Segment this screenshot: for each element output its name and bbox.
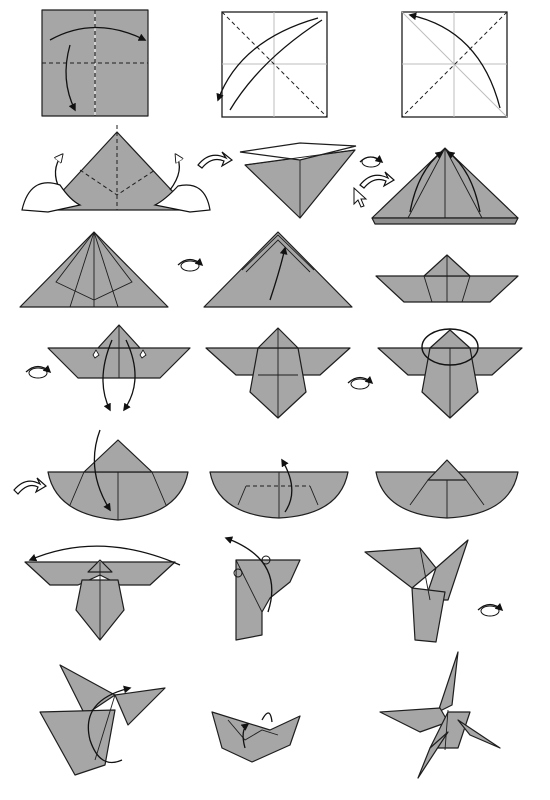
- step-13-bowl-fold-flap-down: [47, 429, 189, 521]
- left-hand-icon: [21, 182, 82, 213]
- right-hand-icon: [153, 184, 211, 213]
- step-11-body-formed: [205, 327, 351, 419]
- step-4-collapse-waterbomb: [21, 125, 211, 213]
- step-5-waterbomb-base-open: [239, 142, 357, 219]
- step-21-finished-butterfly: [379, 651, 501, 779]
- step-6-fold-flaps-up: [371, 147, 519, 225]
- step-20-open-wings: [211, 711, 301, 763]
- flip-over-icon: [25, 364, 52, 379]
- step-1-fold-square-in-half: [41, 9, 149, 117]
- step-7-flaps-folded: [19, 231, 169, 308]
- flip-over-icon: [477, 602, 504, 617]
- turn-over-arrow-icon: [13, 477, 48, 495]
- turn-over-arrow-icon: [197, 151, 234, 169]
- flip-over-icon: [347, 375, 374, 390]
- step-18-wings-rotated: [364, 539, 469, 643]
- step-16-fold-in-half-behind: [24, 545, 181, 641]
- turn-over-arrow-icon: [359, 171, 396, 189]
- flip-over-icon: [177, 257, 204, 272]
- flip-over-icon: [359, 155, 384, 168]
- step-15-bowl-completed: [375, 459, 519, 519]
- step-3-fold-other-diagonal: [401, 11, 508, 118]
- push-star-icon: [139, 349, 147, 359]
- step-17-fold-wing-up: [224, 536, 301, 641]
- step-19-fold-upper-wing: [39, 664, 166, 776]
- step-14-bowl-fold-flap-up: [209, 458, 349, 519]
- push-star-icon: [92, 349, 100, 359]
- step-10-squash-flaps-down: [47, 324, 191, 412]
- cursor-icon: [353, 186, 368, 208]
- step-9-folded-boat: [375, 254, 519, 303]
- step-8-fold-bottom-edge-up: [203, 231, 353, 308]
- step-2-fold-diagonal: [216, 11, 328, 118]
- step-12-head-highlighted: [377, 328, 523, 419]
